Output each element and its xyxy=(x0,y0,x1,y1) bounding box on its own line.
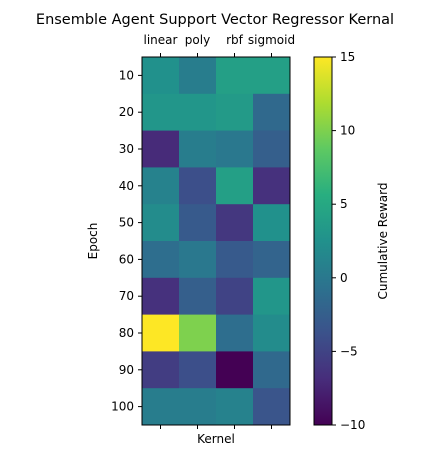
y-tick-label: 100 xyxy=(111,400,134,414)
heatmap-cell-80-poly xyxy=(179,314,217,352)
heatmap-cell-90-sigmoid xyxy=(253,351,291,389)
colorbar-tick-label: 10 xyxy=(340,124,355,138)
heatmap-cell-10-sigmoid xyxy=(253,57,291,95)
y-tick-label: 20 xyxy=(119,105,134,119)
colorbar-ticks: −10 −5 0 5 10 15 xyxy=(332,50,365,432)
heatmap-cell-80-linear xyxy=(142,314,180,352)
heatmap-cell-100-poly xyxy=(179,388,217,426)
heatmap-cell-20-rbf xyxy=(216,93,254,132)
x-tick-label: sigmoid xyxy=(248,33,295,47)
heatmap-cell-30-sigmoid xyxy=(253,130,291,168)
heatmap-cell-100-linear xyxy=(142,388,180,426)
y-tick-label: 80 xyxy=(119,326,134,340)
heatmap-cell-10-poly xyxy=(179,57,217,95)
heatmap-cell-100-sigmoid xyxy=(253,388,291,426)
colorbar-label: Cumulative Reward xyxy=(376,183,390,300)
heatmap-cell-50-sigmoid xyxy=(253,204,291,242)
heatmap-cell-40-poly xyxy=(179,167,217,205)
heatmap-cell-60-poly xyxy=(179,241,217,279)
heatmap-cell-90-rbf xyxy=(216,351,254,389)
heatmap-cell-50-linear xyxy=(142,204,180,242)
heatmap-cell-30-linear xyxy=(142,130,180,168)
heatmap-cell-10-rbf xyxy=(216,57,254,95)
colorbar-tick-label: 0 xyxy=(340,271,348,285)
heatmap-cell-70-sigmoid xyxy=(253,277,291,316)
x-axis-top: linear poly rbf sigmoid xyxy=(144,33,295,57)
heatmap-cells xyxy=(142,57,291,426)
y-axis: 10 20 30 40 50 60 70 80 90 100 xyxy=(111,68,142,414)
heatmap-cell-20-sigmoid xyxy=(253,93,291,132)
heatmap-cell-20-poly xyxy=(179,93,217,132)
heatmap-cell-90-poly xyxy=(179,351,217,389)
heatmap-cell-60-rbf xyxy=(216,241,254,279)
y-tick-label: 40 xyxy=(119,179,134,193)
colorbar-tick-label: −10 xyxy=(340,418,365,432)
heatmap-cell-50-poly xyxy=(179,204,217,242)
y-axis-label: Epoch xyxy=(86,223,100,260)
heatmap-cell-40-sigmoid xyxy=(253,167,291,205)
x-tick-label: rbf xyxy=(226,33,244,47)
x-tick-label: linear xyxy=(144,33,178,47)
colorbar xyxy=(313,56,333,426)
heatmap-cell-50-rbf xyxy=(216,204,254,242)
heatmap-cell-60-sigmoid xyxy=(253,241,291,279)
heatmap-cell-40-linear xyxy=(142,167,180,205)
heatmap-cell-70-poly xyxy=(179,277,217,316)
heatmap-cell-30-rbf xyxy=(216,130,254,168)
plot-frame xyxy=(141,56,291,426)
chart-title: Ensemble Agent Support Vector Regressor … xyxy=(36,12,394,28)
heatmap-cell-20-linear xyxy=(142,93,180,132)
y-tick-label: 60 xyxy=(119,252,134,266)
heatmap-cell-70-rbf xyxy=(216,277,254,316)
y-tick-label: 10 xyxy=(119,68,134,82)
colorbar-tick-label: 15 xyxy=(340,50,355,64)
y-tick-label: 50 xyxy=(119,216,134,230)
heatmap-cell-10-linear xyxy=(142,57,180,95)
colorbar-tick-label: −5 xyxy=(340,344,358,358)
heatmap-cell-80-sigmoid xyxy=(253,314,291,352)
heatmap-cell-100-rbf xyxy=(216,388,254,426)
heatmap-cell-90-linear xyxy=(142,351,180,389)
heatmap-cell-30-poly xyxy=(179,130,217,168)
y-tick-label: 90 xyxy=(119,363,134,377)
y-tick-label: 70 xyxy=(119,289,134,303)
colorbar-tick-label: 5 xyxy=(340,197,348,211)
x-axis-bottom xyxy=(160,425,272,429)
heatmap-cell-80-rbf xyxy=(216,314,254,352)
x-tick-label: poly xyxy=(185,33,210,47)
x-axis-label: Kernel xyxy=(197,432,235,446)
heatmap-cell-60-linear xyxy=(142,241,180,279)
heatmap-cell-70-linear xyxy=(142,277,180,316)
y-tick-label: 30 xyxy=(119,142,134,156)
heatmap-cell-40-rbf xyxy=(216,167,254,205)
